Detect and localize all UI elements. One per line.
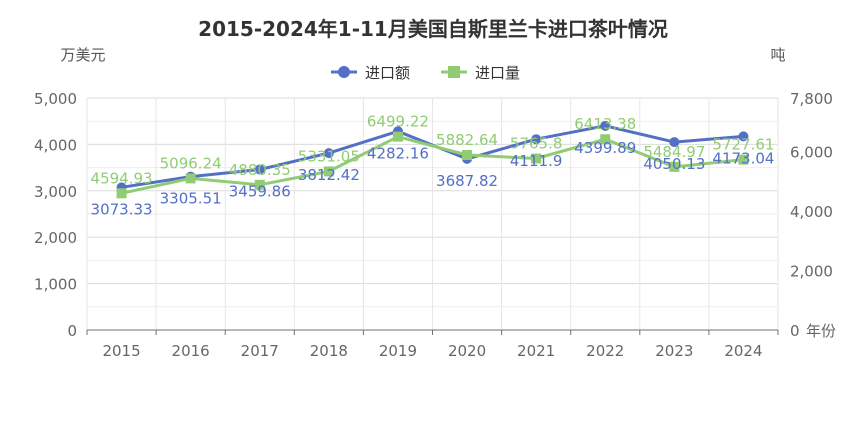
left-axis-tick-label: 1,000 [34, 276, 77, 294]
data-label: 3812.42 [298, 166, 360, 184]
data-label: 4880.35 [229, 161, 291, 179]
legend-marker [338, 66, 350, 78]
grid [86, 97, 779, 331]
chart-title: 2015-2024年1-11月美国自斯里兰卡进口茶叶情况 [198, 17, 668, 41]
x-axis-tick-label: 2019 [379, 342, 417, 360]
right-axis-tick-label: 2,000 [790, 263, 833, 281]
left-axis-unit: 万美元 [60, 46, 105, 64]
data-label: 4173.04 [712, 149, 774, 167]
left-axis-tick-label: 2,000 [34, 229, 77, 247]
legend-label: 进口额 [365, 64, 410, 82]
data-label: 5331.05 [298, 147, 360, 165]
data-point [185, 173, 196, 184]
data-label: 5727.61 [712, 136, 774, 154]
data-labels: 3073.33 3305.51 3459.86 3812.42 4282.16 3687.… [91, 113, 775, 219]
left-axis-tick-label: 5,000 [34, 90, 77, 108]
axes: 0 1,000 2,000 3,000 4,000 5,000 0 2,000 4,000 6,0… [34, 90, 836, 360]
data-label: 6413.38 [574, 115, 636, 133]
data-label: 3305.51 [160, 190, 222, 208]
data-point [323, 166, 334, 177]
right-axis-tick-label: 6,000 [790, 144, 833, 162]
data-point [669, 161, 680, 172]
data-point [323, 148, 334, 159]
legend-label: 进口量 [475, 64, 520, 82]
right-axis-tick-label: 0 [790, 322, 800, 340]
data-point [531, 134, 542, 145]
left-axis-tick-label: 3,000 [34, 183, 77, 201]
data-point [254, 179, 265, 190]
data-point [669, 137, 680, 148]
data-label: 3687.82 [436, 172, 498, 190]
x-axis-tick-label: 2017 [241, 342, 279, 360]
data-label: 4111.9 [510, 152, 563, 170]
left-axis-tick-label: 4,000 [34, 136, 77, 154]
left-axis-tick-label: 0 [67, 322, 77, 340]
data-point [738, 131, 749, 142]
right-axis-unit: 吨 [770, 46, 785, 64]
x-axis-tick-label: 2018 [310, 342, 348, 360]
data-point [738, 154, 749, 165]
series-line-2 [121, 135, 744, 195]
data-point [116, 188, 127, 199]
data-label: 4282.16 [367, 144, 429, 162]
right-axis-tick-label: 4,000 [790, 203, 833, 221]
data-point [600, 134, 611, 145]
x-axis-tick-label: 2016 [172, 342, 210, 360]
x-axis-tick-label: 2022 [586, 342, 624, 360]
data-label: 5882.64 [436, 131, 498, 149]
data-point [392, 131, 403, 142]
data-point [531, 153, 542, 164]
data-label: 5484.97 [643, 143, 705, 161]
legend-item[interactable]: 进口量 [441, 64, 520, 82]
data-label: 6499.22 [367, 113, 429, 131]
legend-item[interactable]: 进口额 [331, 64, 410, 82]
data-label: 4050.13 [643, 155, 705, 173]
x-axis-tick-label: 2023 [655, 342, 693, 360]
legend[interactable]: 进口额 进口量 [331, 64, 520, 82]
x-axis-tick-label: 2021 [517, 342, 555, 360]
data-point [462, 150, 473, 161]
data-label: 4399.89 [574, 139, 636, 157]
right-axis-tick-label: 7,800 [790, 90, 833, 108]
x-axis-tick-label: 2024 [724, 342, 762, 360]
x-axis-unit: 年份 [806, 322, 836, 340]
legend-marker [448, 66, 460, 78]
x-axis-tick-label: 2020 [448, 342, 486, 360]
x-axis-tick-label: 2015 [102, 342, 140, 360]
data-point [254, 164, 265, 175]
data-label: 5096.24 [160, 154, 222, 172]
data-label: 3073.33 [91, 200, 153, 218]
data-label: 3459.86 [229, 182, 291, 200]
data-point [600, 120, 611, 131]
data-label: 4594.93 [91, 169, 153, 187]
data-label: 5765.8 [510, 135, 563, 153]
series-layer [116, 120, 749, 199]
